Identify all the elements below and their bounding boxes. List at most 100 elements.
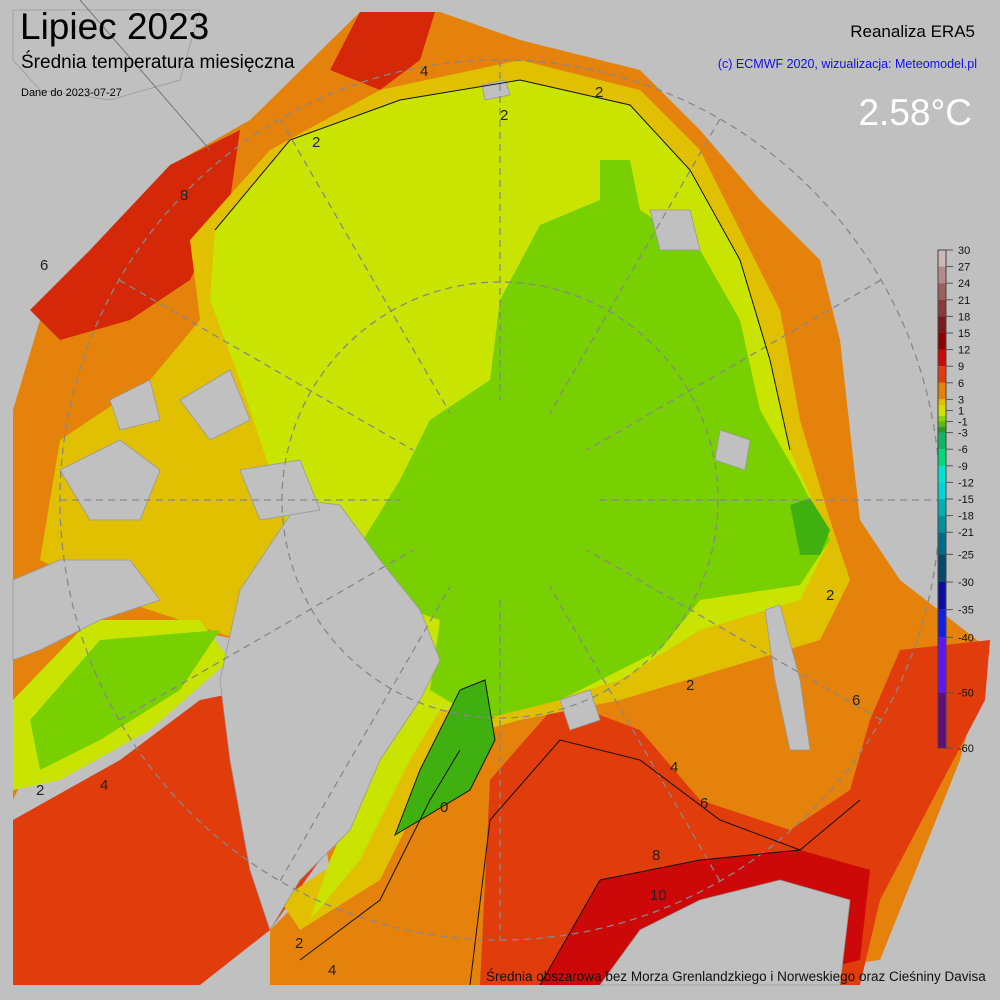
colorbar-band	[938, 382, 946, 400]
colorbar-tick-label: 18	[958, 311, 970, 323]
novaya-zemlya	[764, 604, 811, 751]
date-line-border	[79, 0, 211, 151]
meridian	[549, 118, 721, 414]
colorbar-tick-label: -9	[958, 461, 968, 473]
colorbar-legend: 30 27 24 21 18 15 12 9 6 31-1-3 -6 -9 -12 -15 -18 -21 -2…	[937, 245, 974, 755]
colorbar-tick-label: -30	[958, 577, 974, 589]
colorbar-band	[938, 692, 946, 748]
colorbar-tick-label: 24	[958, 278, 970, 290]
severnaya-zemlya	[714, 429, 751, 471]
graticule	[59, 59, 941, 941]
colorbar-band	[938, 499, 946, 516]
greenland	[219, 499, 441, 931]
band-dark-green-kara	[790, 498, 830, 555]
contour-label: 8	[652, 847, 660, 864]
contour-label: 2	[595, 84, 603, 101]
colorbar-tick-label: -1	[958, 417, 968, 429]
colorbar-tick-label: -12	[958, 477, 974, 489]
canadian-islands	[59, 369, 321, 521]
colorbar-tick-label: 15	[958, 328, 970, 340]
contour-label: 6	[700, 795, 708, 812]
meridian	[549, 586, 721, 882]
colorbar-band	[938, 609, 946, 638]
meridian	[586, 549, 882, 721]
meridian	[586, 279, 882, 451]
colorbar-tick-label: -6	[958, 444, 968, 456]
new-siberian-islands	[649, 209, 701, 251]
contour-label: 2	[500, 107, 508, 124]
colorbar-band	[938, 299, 946, 317]
contour-line	[214, 79, 791, 451]
contour-line	[394, 679, 496, 837]
meridian	[279, 118, 451, 414]
colorbar-band	[938, 465, 946, 483]
colorbar-tick-label: -15	[958, 494, 974, 506]
contour-label: 4	[328, 962, 336, 979]
colorbar-tick-label: -3	[958, 428, 968, 440]
svalbard	[559, 689, 601, 731]
data-date-note: Dane do 2023-07-27	[21, 87, 122, 99]
colorbar-band	[938, 449, 946, 466]
footer-note: Średnia obszarowa bez Morza Grenlandzkie…	[486, 969, 986, 984]
contour-label: 6	[852, 692, 860, 709]
colorbar-band	[938, 416, 946, 422]
contour-label: 4	[100, 777, 108, 794]
sea-fields	[13, 12, 990, 985]
colorbar-band	[938, 432, 946, 450]
colorbar-band	[938, 554, 946, 582]
contour-label: 6	[40, 257, 48, 274]
colorbar-band	[938, 366, 946, 383]
colorbar-tick-label: -18	[958, 511, 974, 523]
colorbar-band	[938, 427, 946, 433]
contour-line	[539, 849, 801, 986]
map-title: Lipiec 2023	[20, 6, 210, 47]
contour-label: 8	[180, 187, 188, 204]
band-red-alaska-north	[330, 12, 435, 90]
colorbar-band	[938, 349, 946, 367]
colorbar-band	[938, 410, 946, 416]
colorbar-band	[938, 532, 946, 555]
colorbar-tick-label: -50	[958, 688, 974, 700]
meridian	[118, 549, 414, 721]
colorbar-tick-label: 1	[958, 405, 964, 417]
canada-mainland	[12, 559, 161, 661]
alaska-mainland	[12, 9, 201, 101]
contour-label: 2	[295, 935, 303, 952]
contour-label: 4	[420, 63, 428, 80]
colorbar-tick-label: -40	[958, 632, 974, 644]
band-dark-green-greenland-sea	[395, 680, 495, 835]
colorbar-tick-label: 9	[958, 361, 964, 373]
colorbar-tick-label: 6	[958, 378, 964, 390]
credit-link[interactable]: (c) ECMWF 2020, wizualizacja: Meteomodel…	[717, 57, 977, 71]
contour-line	[299, 749, 461, 961]
colorbar-tick-label: 27	[958, 262, 970, 274]
band-green-bering	[30, 630, 220, 770]
contour-label: 4	[670, 759, 678, 776]
colorbar-band	[938, 582, 946, 610]
contour-label: 2	[826, 587, 834, 604]
colorbar-tick-label: -60	[958, 743, 974, 755]
data-source: Reanaliza ERA5	[850, 22, 975, 41]
contours	[214, 79, 861, 986]
band-red-canada	[30, 130, 240, 340]
colorbar-band	[938, 515, 946, 533]
colorbar-tick-label: 3	[958, 394, 964, 406]
colorbar-tick-label: 12	[958, 345, 970, 357]
meridian	[279, 586, 451, 882]
colorbar-tick-label: -21	[958, 527, 974, 539]
scandinavia	[599, 879, 851, 986]
colorbar-band	[938, 421, 946, 428]
contour-label: 2	[36, 782, 44, 799]
colorbar-band	[938, 482, 946, 499]
mean-temperature-value: 2.58°C	[858, 92, 972, 133]
contour-label: 10	[650, 887, 667, 904]
colorbar-tick-label: 30	[958, 245, 970, 257]
colorbar-tick-label: -25	[958, 549, 974, 561]
contour-label: 2	[312, 134, 320, 151]
colorbar-band	[938, 399, 946, 405]
colorbar-band	[938, 283, 946, 300]
colorbar-band	[938, 250, 946, 267]
contour-label: 0	[440, 799, 448, 816]
colorbar-band	[938, 333, 946, 350]
